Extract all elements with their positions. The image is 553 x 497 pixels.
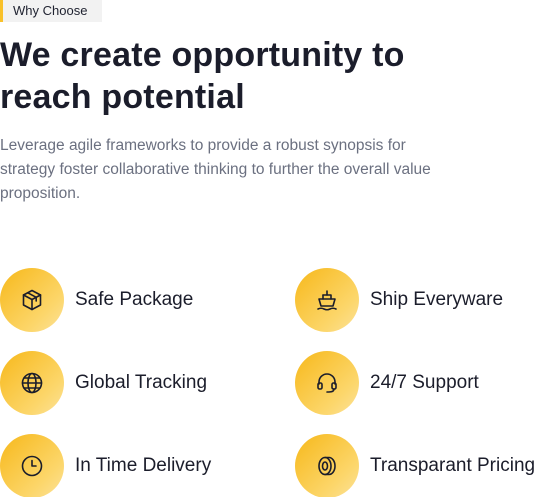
coin-icon [318,456,336,476]
headline-line-2: reach potential [0,78,245,116]
feature-icon-circle [0,351,64,415]
feature-support: 24/7 Support [295,351,479,415]
globe-icon [21,372,43,394]
feature-label: Ship Everyware [370,289,504,310]
feature-label: Global Tracking [75,372,208,393]
feature-transparant-pricing: Transparant Pricing [295,434,535,497]
feature-label: 24/7 Support [370,372,479,393]
feature-ship-everyware: Ship Everyware [295,268,503,332]
ship-icon [317,290,337,311]
package-icon [22,289,42,311]
feature-safe-package: Safe Package [0,268,193,332]
feature-icon-circle [0,434,64,497]
feature-label: Transparant Pricing [370,455,536,476]
page-title: We create opportunity to reach potential [0,34,553,118]
headset-icon [317,373,337,393]
feature-icon-circle [0,268,64,332]
description-line-1: Leverage agile frameworks to provide a r… [0,137,406,154]
feature-global-tracking: Global Tracking [0,351,207,415]
clock-icon [21,455,43,477]
feature-icon-circle [295,434,359,497]
headline-line-1: We create opportunity to [0,36,405,74]
feature-icon-circle [295,351,359,415]
feature-label: Safe Package [75,289,194,310]
description-line-3: proposition. [0,185,81,202]
feature-icon-circle [295,268,359,332]
description-line-2: strategy foster collaborative thinking t… [0,161,431,178]
section-tag: Why Choose [0,0,102,22]
feature-in-time-delivery: In Time Delivery [0,434,211,497]
section-description: Leverage agile frameworks to provide a r… [0,134,520,206]
feature-label: In Time Delivery [75,455,212,476]
